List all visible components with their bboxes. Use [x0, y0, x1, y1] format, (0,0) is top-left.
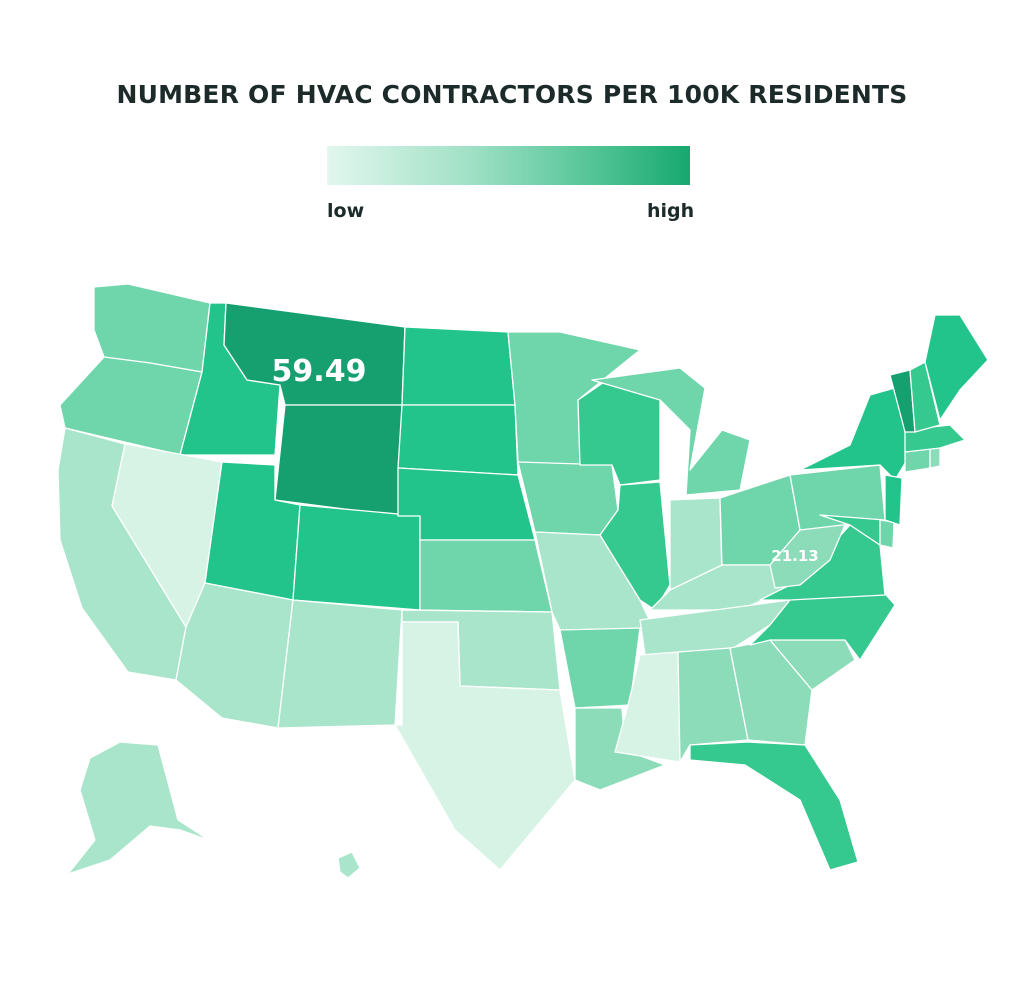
state-colorado[interactable] — [292, 504, 421, 611]
state-maine[interactable] — [924, 314, 989, 421]
map-title: NUMBER OF HVAC CONTRACTORS PER 100K RESI… — [116, 80, 908, 109]
legend-low-label: low — [327, 200, 365, 222]
state-texas[interactable] — [329, 621, 576, 871]
state-iowa[interactable] — [517, 461, 619, 536]
state-alaska[interactable] — [67, 741, 233, 875]
state-new-york[interactable] — [799, 384, 911, 481]
state-north-dakota[interactable] — [401, 326, 516, 406]
state-kansas[interactable] — [419, 539, 553, 613]
state-new-hampshire[interactable] — [909, 361, 941, 433]
legend-high-label: high — [647, 200, 695, 222]
state-new-mexico[interactable] — [277, 599, 403, 729]
state-tennessee[interactable] — [639, 599, 791, 656]
color-scale-bar — [327, 146, 690, 185]
state-hawaii[interactable] — [337, 851, 361, 879]
state-south-dakota[interactable] — [397, 404, 519, 476]
state-rhode-island[interactable] — [929, 447, 941, 469]
state-illinois[interactable] — [599, 481, 671, 611]
montana-value-label: 59.49 — [272, 354, 367, 389]
state-mississippi[interactable] — [614, 651, 681, 763]
state-wyoming[interactable] — [274, 404, 403, 517]
state-alabama[interactable] — [677, 647, 749, 763]
state-florida[interactable] — [689, 741, 859, 871]
state-michigan[interactable] — [591, 367, 751, 496]
state-delaware[interactable] — [879, 519, 895, 549]
state-massachusetts[interactable] — [904, 424, 966, 453]
west-virginia-value-label: 21.13 — [771, 547, 818, 565]
state-new-jersey[interactable] — [884, 474, 903, 526]
state-arkansas[interactable] — [559, 627, 641, 709]
